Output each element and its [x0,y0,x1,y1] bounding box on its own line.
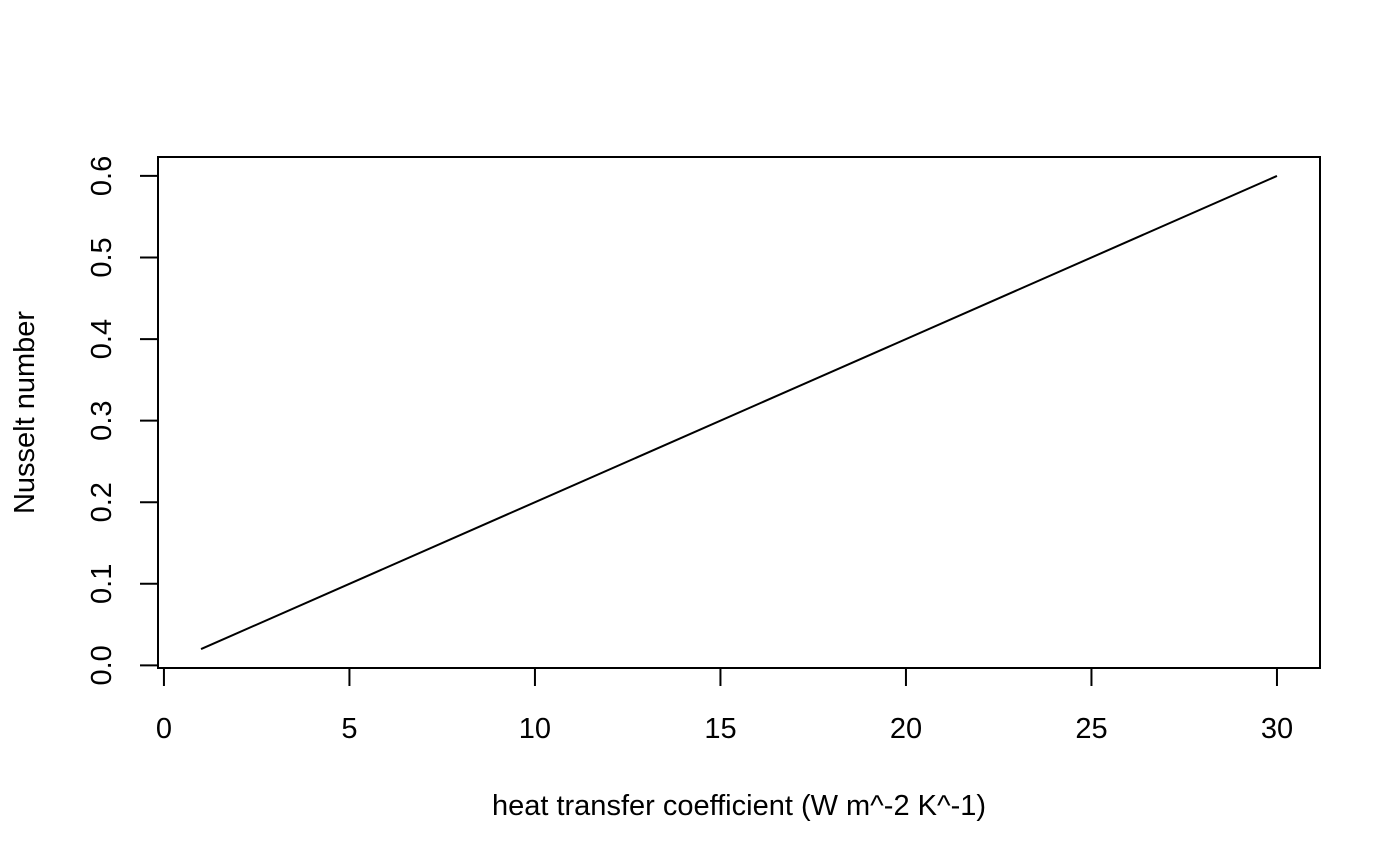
x-tick-label: 30 [1261,713,1293,745]
y-axis: 0.0 0.1 0.2 0.3 0.4 0.5 0.6 [86,156,159,686]
y-tick-label: 0.5 [86,237,118,277]
x-tick-label: 10 [519,713,551,745]
x-tick-label: 0 [156,713,172,745]
series-line [200,175,1278,650]
series-layer [200,175,1278,650]
y-axis-title: Nusselt number [9,311,41,514]
x-tick-label: 15 [704,713,736,745]
y-tick-label: 0.6 [86,156,118,196]
x-tick-label: 5 [341,713,357,745]
x-axis-title: heat transfer coefficient (W m^-2 K^-1) [492,790,986,822]
y-tick-label: 0.2 [86,482,118,522]
y-tick-label: 0.3 [86,400,118,440]
y-tick-label: 0.0 [86,645,118,685]
y-tick-label: 0.4 [86,319,118,359]
x-axis: 0 5 10 15 20 25 30 [156,667,1293,745]
x-tick-label: 20 [890,713,922,745]
x-tick-label: 25 [1075,713,1107,745]
y-tick-label: 0.1 [86,564,118,604]
